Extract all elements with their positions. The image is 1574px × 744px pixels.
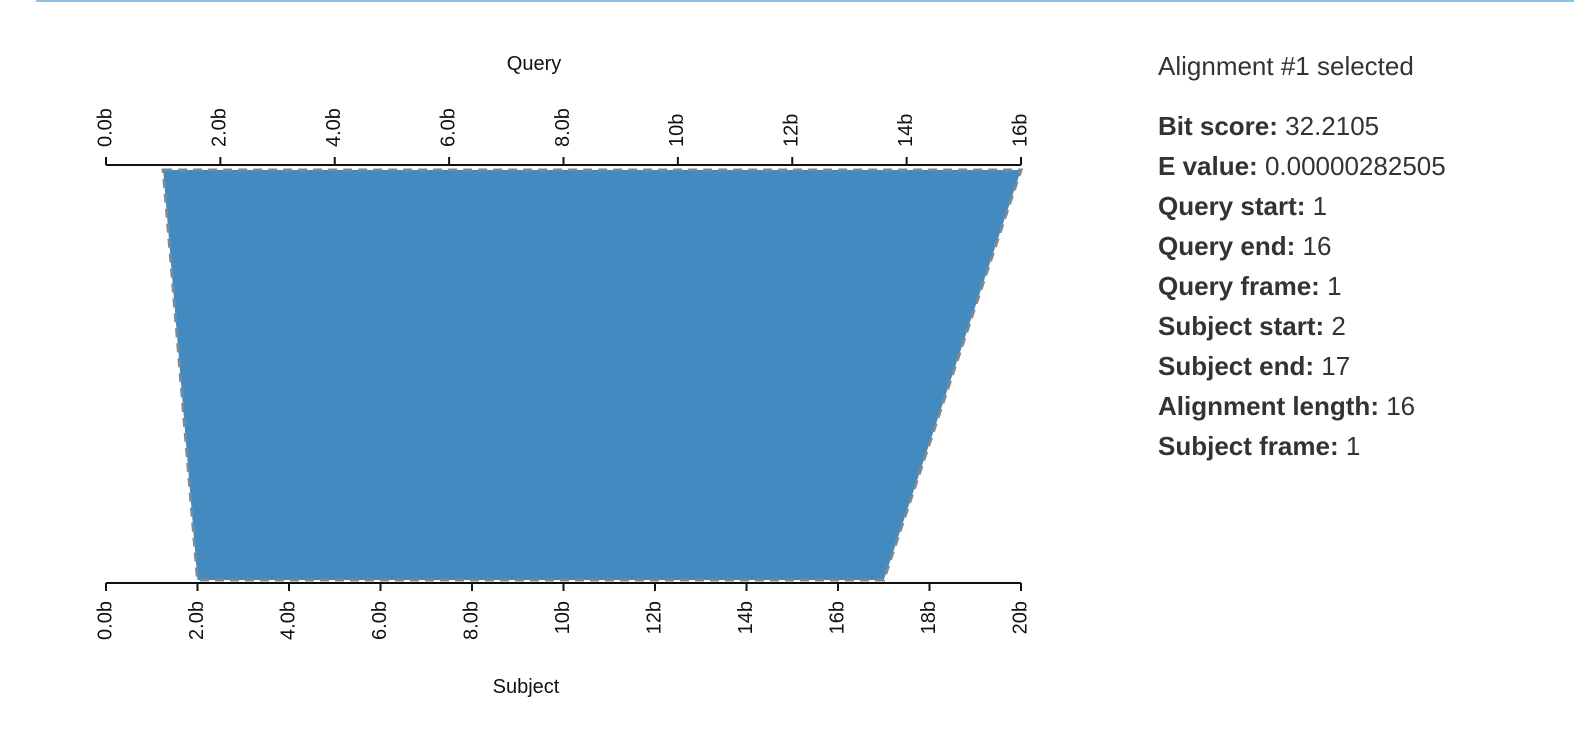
detail-row: Subject end: 17 xyxy=(1158,346,1558,386)
detail-label: Alignment length: xyxy=(1158,391,1379,421)
detail-value: 16 xyxy=(1302,231,1332,261)
detail-row: Subject start: 2 xyxy=(1158,306,1558,346)
detail-label: Subject end: xyxy=(1158,351,1315,381)
subject-tick-label: 20b xyxy=(1009,601,1031,634)
subject-axis-label: Subject xyxy=(493,676,560,698)
subject-tick-label: 14b xyxy=(735,601,757,634)
subject-tick-label: 2.0b xyxy=(186,601,208,640)
alignments-layer xyxy=(161,168,1024,582)
detail-row: Query start: 1 xyxy=(1158,186,1558,226)
detail-row: Query end: 16 xyxy=(1158,226,1558,266)
detail-label: E value: xyxy=(1158,151,1258,181)
query-tick-label: 4.0b xyxy=(323,108,345,147)
detail-value: 32.2105 xyxy=(1285,111,1380,141)
detail-row: Alignment length: 16 xyxy=(1158,386,1558,426)
detail-row: Bit score: 32.2105 xyxy=(1158,106,1558,146)
detail-row: Query frame: 1 xyxy=(1158,266,1558,306)
query-tick-label: 8.0b xyxy=(552,108,574,147)
subject-tick-label: 18b xyxy=(918,601,940,634)
query-axis-label: Query xyxy=(507,53,561,75)
detail-value: 1 xyxy=(1327,271,1342,301)
detail-label: Bit score: xyxy=(1158,111,1278,141)
query-tick-label: 6.0b xyxy=(437,108,459,147)
subject-tick-label: 4.0b xyxy=(277,601,299,640)
detail-value: 2 xyxy=(1331,311,1346,341)
detail-value: 1 xyxy=(1312,191,1328,221)
detail-label: Query end: xyxy=(1158,231,1296,261)
subject-tick-label: 6.0b xyxy=(369,601,391,640)
detail-value: 17 xyxy=(1321,351,1351,381)
subject-tick-label: 8.0b xyxy=(460,601,482,640)
detail-value: 0.00000282505 xyxy=(1264,151,1446,181)
alignment-polygon[interactable] xyxy=(161,168,1024,582)
query-tick-label: 16b xyxy=(1009,114,1031,147)
detail-value: 16 xyxy=(1386,391,1416,421)
top-accent-line xyxy=(36,0,1574,2)
subject-axis: 0.0b 2.0b 4.0b 6.0b 8.0b 10b 12b 14b 16b 18b 20b xyxy=(94,582,1031,640)
query-tick-label: 0.0b xyxy=(94,108,116,147)
query-tick-label: 12b xyxy=(781,114,803,147)
subject-tick-label: 12b xyxy=(643,601,665,634)
detail-label: Subject frame: xyxy=(1158,431,1339,461)
alignment-chart: 0.0b 2.0b 4.0b 6.0b 8.0b 10b 12b 14b 16b 0.0b 2.0… xyxy=(94,53,1031,698)
detail-label: Query start: xyxy=(1158,191,1306,221)
detail-value: 1 xyxy=(1345,431,1361,461)
detail-row: Subject frame: 1 xyxy=(1158,426,1558,466)
detail-label: Query frame: xyxy=(1158,271,1320,301)
query-tick-label: 14b xyxy=(895,114,917,147)
query-tick-label: 2.0b xyxy=(209,108,231,147)
subject-tick-label: 16b xyxy=(826,601,848,634)
alignment-details-heading: Alignment #1 selected xyxy=(1158,51,1414,81)
query-axis: 0.0b 2.0b 4.0b 6.0b 8.0b 10b 12b 14b 16b xyxy=(94,108,1031,166)
subject-tick-label: 0.0b xyxy=(94,601,116,640)
subject-tick-label: 10b xyxy=(552,601,574,634)
detail-row: E value: 0.00000282505 xyxy=(1158,146,1558,186)
alignment-details-panel: Alignment #1 selected Bit score: 32.2105… xyxy=(1158,48,1558,466)
query-tick-label: 10b xyxy=(666,114,688,147)
detail-label: Subject start: xyxy=(1158,311,1325,341)
alignment-details-list: Bit score: 32.2105 E value: 0.00000282505… xyxy=(1158,106,1558,466)
